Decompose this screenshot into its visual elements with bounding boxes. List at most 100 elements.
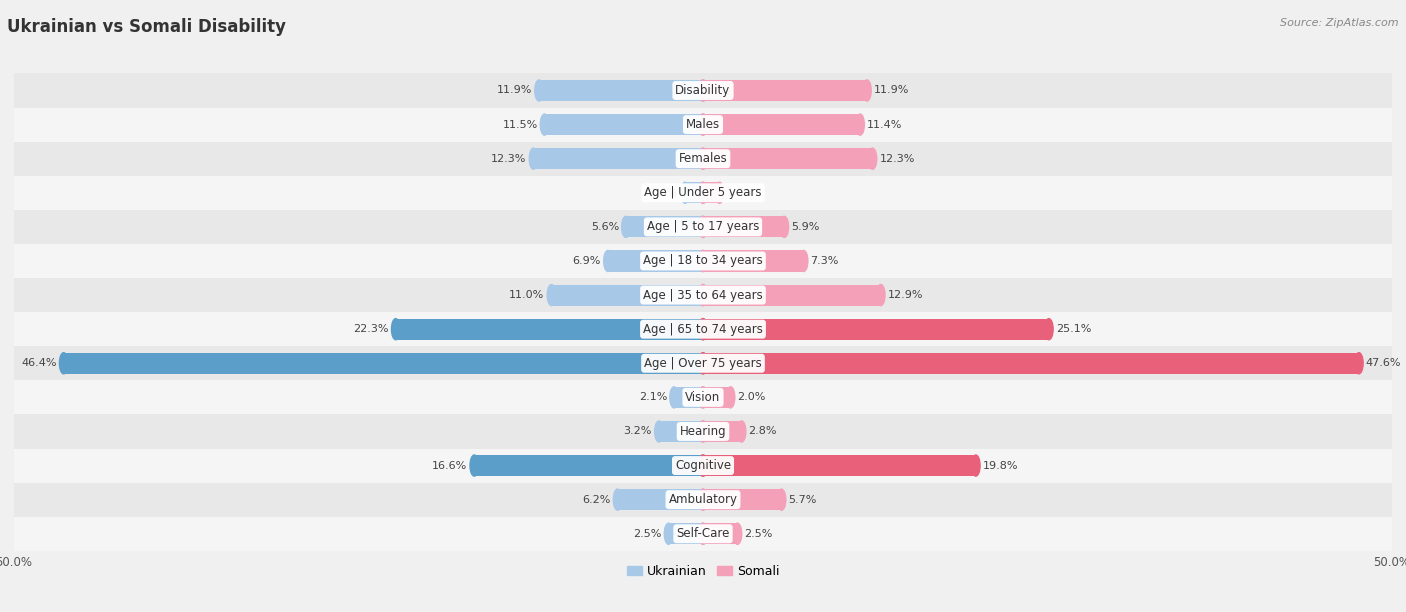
Circle shape bbox=[699, 523, 707, 544]
Text: Source: ZipAtlas.com: Source: ZipAtlas.com bbox=[1281, 18, 1399, 28]
Text: 6.9%: 6.9% bbox=[572, 256, 600, 266]
Circle shape bbox=[972, 455, 980, 476]
Text: Age | 5 to 17 years: Age | 5 to 17 years bbox=[647, 220, 759, 233]
Circle shape bbox=[699, 285, 707, 305]
Text: Ukrainian vs Somali Disability: Ukrainian vs Somali Disability bbox=[7, 18, 285, 36]
Bar bbox=[703, 353, 1358, 374]
Text: 5.9%: 5.9% bbox=[792, 222, 820, 232]
Bar bbox=[14, 449, 1392, 483]
Text: 3.2%: 3.2% bbox=[624, 427, 652, 436]
Text: Vision: Vision bbox=[685, 391, 721, 404]
Bar bbox=[14, 312, 1392, 346]
Text: Age | 35 to 64 years: Age | 35 to 64 years bbox=[643, 289, 763, 302]
Bar bbox=[703, 421, 741, 442]
Bar bbox=[14, 278, 1392, 312]
Text: 2.5%: 2.5% bbox=[744, 529, 773, 539]
Bar bbox=[703, 80, 868, 101]
Bar bbox=[14, 141, 1392, 176]
Circle shape bbox=[699, 216, 707, 237]
Circle shape bbox=[699, 421, 707, 442]
Bar bbox=[538, 80, 703, 101]
Text: Age | 65 to 74 years: Age | 65 to 74 years bbox=[643, 323, 763, 335]
Circle shape bbox=[778, 489, 786, 510]
Bar bbox=[474, 455, 703, 476]
Text: Age | Over 75 years: Age | Over 75 years bbox=[644, 357, 762, 370]
Circle shape bbox=[699, 421, 707, 442]
Circle shape bbox=[699, 387, 707, 408]
Text: 5.6%: 5.6% bbox=[591, 222, 619, 232]
Circle shape bbox=[391, 319, 399, 340]
Bar bbox=[14, 73, 1392, 108]
Circle shape bbox=[699, 455, 707, 476]
Text: 12.3%: 12.3% bbox=[879, 154, 915, 163]
Bar bbox=[659, 421, 703, 442]
Text: 11.5%: 11.5% bbox=[502, 119, 537, 130]
Bar bbox=[14, 346, 1392, 380]
Circle shape bbox=[681, 182, 689, 203]
Circle shape bbox=[547, 285, 555, 305]
Text: Hearing: Hearing bbox=[679, 425, 727, 438]
Bar bbox=[14, 176, 1392, 210]
Bar bbox=[673, 387, 703, 408]
Circle shape bbox=[603, 250, 612, 272]
Text: Age | 18 to 34 years: Age | 18 to 34 years bbox=[643, 255, 763, 267]
Bar bbox=[14, 414, 1392, 449]
Bar bbox=[685, 182, 703, 203]
Circle shape bbox=[699, 114, 707, 135]
Text: 2.5%: 2.5% bbox=[633, 529, 662, 539]
Text: 16.6%: 16.6% bbox=[432, 461, 467, 471]
Circle shape bbox=[699, 523, 707, 544]
Circle shape bbox=[699, 114, 707, 135]
Text: Ambulatory: Ambulatory bbox=[668, 493, 738, 506]
Bar bbox=[14, 483, 1392, 517]
Text: 6.2%: 6.2% bbox=[582, 494, 610, 505]
Circle shape bbox=[699, 455, 707, 476]
Circle shape bbox=[699, 182, 707, 203]
Circle shape bbox=[737, 421, 745, 442]
Bar bbox=[703, 148, 873, 170]
Bar bbox=[533, 148, 703, 170]
Circle shape bbox=[669, 387, 678, 408]
Bar bbox=[607, 250, 703, 272]
Text: 11.9%: 11.9% bbox=[875, 86, 910, 95]
Circle shape bbox=[716, 182, 724, 203]
Circle shape bbox=[613, 489, 621, 510]
Bar bbox=[551, 285, 703, 305]
Circle shape bbox=[699, 489, 707, 510]
Circle shape bbox=[534, 80, 543, 101]
Text: 12.9%: 12.9% bbox=[887, 290, 924, 300]
Circle shape bbox=[699, 148, 707, 170]
Text: Males: Males bbox=[686, 118, 720, 131]
Text: 12.3%: 12.3% bbox=[491, 154, 527, 163]
Circle shape bbox=[699, 319, 707, 340]
Text: Age | Under 5 years: Age | Under 5 years bbox=[644, 186, 762, 200]
Circle shape bbox=[780, 216, 789, 237]
Circle shape bbox=[1045, 319, 1053, 340]
Bar bbox=[544, 114, 703, 135]
Bar bbox=[14, 244, 1392, 278]
Bar bbox=[703, 182, 720, 203]
Bar bbox=[14, 210, 1392, 244]
Circle shape bbox=[733, 523, 742, 544]
Bar bbox=[395, 319, 703, 340]
Text: 1.3%: 1.3% bbox=[650, 188, 678, 198]
Text: 11.4%: 11.4% bbox=[868, 119, 903, 130]
Bar bbox=[617, 489, 703, 510]
Bar bbox=[669, 523, 703, 544]
Circle shape bbox=[876, 285, 884, 305]
Text: 11.0%: 11.0% bbox=[509, 290, 544, 300]
Circle shape bbox=[621, 216, 630, 237]
Bar bbox=[63, 353, 703, 374]
Circle shape bbox=[664, 523, 673, 544]
Circle shape bbox=[470, 455, 478, 476]
Circle shape bbox=[699, 250, 707, 272]
Bar bbox=[14, 108, 1392, 141]
Text: 7.3%: 7.3% bbox=[810, 256, 839, 266]
Text: 47.6%: 47.6% bbox=[1365, 358, 1402, 368]
Legend: Ukrainian, Somali: Ukrainian, Somali bbox=[621, 560, 785, 583]
Text: 19.8%: 19.8% bbox=[983, 461, 1018, 471]
Circle shape bbox=[699, 387, 707, 408]
Circle shape bbox=[699, 182, 707, 203]
Circle shape bbox=[1354, 353, 1364, 374]
Circle shape bbox=[856, 114, 865, 135]
